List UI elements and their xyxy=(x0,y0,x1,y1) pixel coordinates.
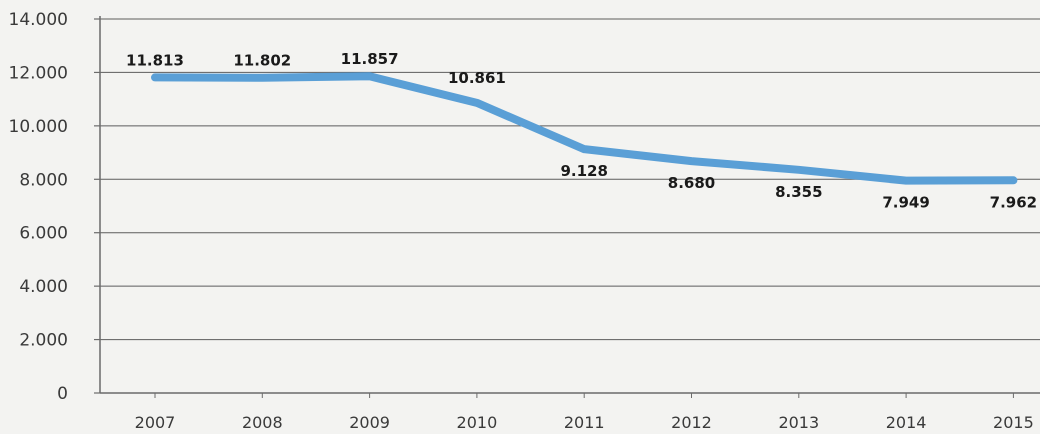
data-label-8: 7.962 xyxy=(990,193,1037,211)
x-tick-label-5: 2012 xyxy=(671,413,712,432)
y-tick-label-1: 2.000 xyxy=(19,331,68,351)
x-tick-label-7: 2014 xyxy=(886,413,927,432)
x-tick-label-8: 2015 xyxy=(993,413,1034,432)
y-tick-label-6: 12.000 xyxy=(9,63,68,83)
x-tick-label-2: 2009 xyxy=(349,413,390,432)
y-tick-label-3: 6.000 xyxy=(19,224,68,244)
data-point-1 xyxy=(258,74,266,82)
series-line-group xyxy=(151,72,1018,185)
data-point-3 xyxy=(473,99,481,107)
y-tick-label-0: 0 xyxy=(57,384,68,404)
data-label-4: 9.128 xyxy=(560,162,607,180)
data-point-2 xyxy=(366,72,374,80)
data-label-1: 11.802 xyxy=(233,52,291,70)
data-point-4 xyxy=(580,145,588,153)
data-label-3: 10.861 xyxy=(448,69,506,87)
x-tick-label-4: 2011 xyxy=(564,413,605,432)
data-point-0 xyxy=(151,73,159,81)
data-label-5: 8.680 xyxy=(668,174,715,192)
data-label-6: 8.355 xyxy=(775,183,822,201)
data-point-7 xyxy=(902,177,910,185)
y-tick-label-4: 8.000 xyxy=(19,170,68,190)
x-tick-label-0: 2007 xyxy=(135,413,176,432)
data-point-5 xyxy=(688,157,695,165)
x-tick-label-3: 2010 xyxy=(457,413,498,432)
y-tick-label-7: 14.000 xyxy=(9,10,68,30)
x-tick-label-1: 2008 xyxy=(242,413,283,432)
data-point-8 xyxy=(1009,176,1017,184)
grid-lines xyxy=(100,18,1040,341)
y-tick-label-2: 4.000 xyxy=(19,277,68,297)
data-label-0: 11.813 xyxy=(126,51,184,69)
data-labels: 11.813 11.802 11.857 10.861 9.128 8.680 8.355 7… xyxy=(126,50,1037,211)
data-label-7: 7.949 xyxy=(882,194,929,212)
axes xyxy=(94,16,1040,398)
data-label-2: 11.857 xyxy=(341,50,399,68)
data-point-6 xyxy=(795,166,803,174)
x-tick-label-6: 2013 xyxy=(778,413,819,432)
y-tick-label-5: 10.000 xyxy=(9,117,68,137)
y-tick-labels: 0 2.000 4.000 6.000 8.000 10.000 12.000 14.000 xyxy=(9,10,68,404)
x-tick-labels: 2007 2008 2009 2010 2011 2012 2013 2014 2015 xyxy=(135,413,1034,432)
